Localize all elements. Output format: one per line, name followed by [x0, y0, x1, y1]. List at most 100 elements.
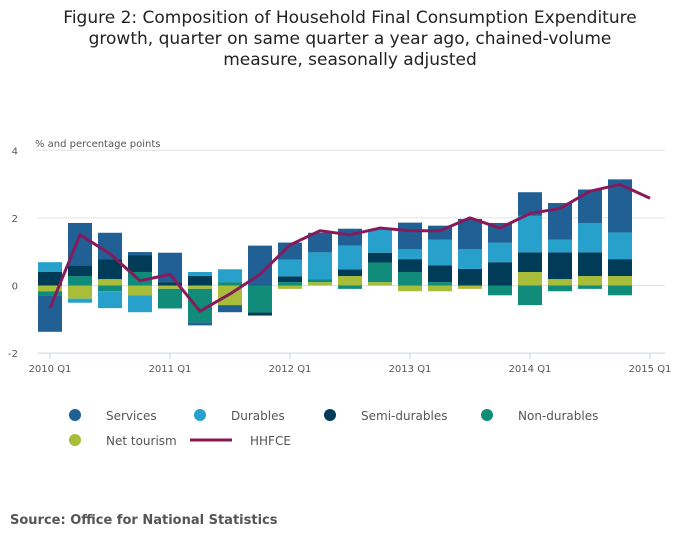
bar-net-tourism — [368, 282, 392, 286]
source-note: Source: Office for National Statistics — [10, 513, 278, 528]
bar-net-tourism — [308, 282, 332, 286]
bar-durables — [458, 249, 482, 269]
bar-durables — [278, 259, 302, 277]
y-tick-label: 2 — [12, 214, 18, 225]
bar-semi-durables — [38, 271, 62, 286]
bar-durables — [488, 242, 512, 263]
bar-non-durables — [248, 285, 272, 313]
bar-net-tourism — [128, 285, 152, 296]
bar-services — [128, 252, 152, 256]
bar-net-tourism — [278, 285, 302, 289]
bar-net-tourism — [428, 285, 452, 292]
bar-net-tourism — [158, 285, 182, 289]
bar-semi-durables — [98, 259, 122, 280]
y-tick-label: -2 — [8, 349, 18, 360]
bar-durables — [368, 229, 392, 253]
bar-non-durables — [488, 285, 512, 296]
bar-non-durables — [68, 276, 92, 286]
bar-semi-durables — [578, 252, 602, 277]
hhfce-line — [48, 182, 651, 313]
bar-semi-durables — [548, 252, 572, 280]
legend-label: Semi-durables — [361, 409, 447, 423]
bar-net-tourism — [398, 285, 422, 292]
bar-durables — [68, 298, 92, 303]
x-tick-label: 2010 Q1 — [29, 364, 72, 375]
legend-marker-semi-durables — [324, 409, 336, 421]
bar-semi-durables — [428, 265, 452, 283]
bar-semi-durables — [68, 265, 92, 277]
bar-services — [458, 218, 482, 250]
bar-services — [488, 222, 512, 243]
bar-services — [278, 242, 302, 260]
bar-non-durables — [98, 285, 122, 292]
bar-non-durables — [38, 291, 62, 296]
bar-durables — [98, 291, 122, 309]
bar-non-durables — [398, 271, 422, 286]
y-tick-label: 4 — [12, 146, 18, 157]
legend-label: HHFCE — [250, 434, 291, 448]
bar-durables — [608, 232, 632, 260]
bar-net-tourism — [518, 271, 542, 286]
bar-non-durables — [278, 282, 302, 286]
bar-non-durables — [608, 285, 632, 296]
bar-semi-durables — [278, 276, 302, 283]
bar-non-durables — [158, 288, 182, 309]
bar-non-durables — [368, 262, 392, 283]
bar-net-tourism — [608, 276, 632, 286]
bar-semi-durables — [488, 262, 512, 286]
bar-semi-durables — [398, 259, 422, 272]
y-tick-label: 0 — [12, 282, 18, 293]
bar-semi-durables — [188, 276, 212, 286]
bar-durables — [38, 262, 62, 272]
bar-net-tourism — [68, 285, 92, 299]
bar-services — [158, 252, 182, 283]
bar-semi-durables — [458, 268, 482, 286]
bar-non-durables — [548, 285, 572, 292]
bar-net-tourism — [188, 285, 212, 289]
bar-durables — [128, 295, 152, 313]
x-tick-label: 2011 Q1 — [149, 364, 192, 375]
x-tick-label: 2013 Q1 — [389, 364, 432, 375]
bar-services — [518, 192, 542, 216]
bar-non-durables — [428, 282, 452, 286]
legend-label: Non-durables — [518, 409, 598, 423]
y-axis-label: % and percentage points — [35, 139, 161, 150]
bar-services — [398, 222, 422, 250]
bar-net-tourism — [458, 285, 482, 289]
bar-durables — [338, 245, 362, 270]
bar-services — [338, 228, 362, 246]
bar-durables — [428, 239, 452, 266]
bar-semi-durables — [158, 282, 182, 286]
bar-services — [218, 305, 242, 313]
chart-title: Figure 2: Composition of Household Final… — [63, 8, 637, 70]
bar-services — [308, 232, 332, 253]
bar-durables — [308, 252, 332, 280]
x-tick-label: 2012 Q1 — [269, 364, 312, 375]
legend-marker-durables — [194, 409, 206, 421]
bar-net-tourism — [98, 279, 122, 286]
bar-net-tourism — [338, 276, 362, 286]
bar-semi-durables — [518, 252, 542, 272]
bar-net-tourism — [38, 285, 62, 292]
bar-durables — [188, 271, 212, 277]
bar-non-durables — [338, 285, 362, 289]
legend-label: Net tourism — [106, 434, 177, 448]
bar-durables — [398, 249, 422, 260]
bar-semi-durables — [608, 259, 632, 277]
bar-non-durables — [218, 282, 242, 286]
bar-non-durables — [518, 285, 542, 306]
bar-semi-durables — [338, 269, 362, 277]
bar-durables — [548, 239, 572, 253]
legend-label: Durables — [231, 409, 285, 423]
bar-semi-durables — [368, 252, 392, 263]
bar-non-durables — [578, 285, 602, 289]
bar-net-tourism — [548, 279, 572, 286]
legend-label: Services — [106, 409, 157, 423]
bar-durables — [218, 269, 242, 283]
bar-durables — [578, 222, 602, 253]
x-tick-label: 2015 Q1 — [629, 364, 672, 375]
legend-marker-non-durables — [481, 409, 493, 421]
x-tick-label: 2014 Q1 — [509, 364, 552, 375]
